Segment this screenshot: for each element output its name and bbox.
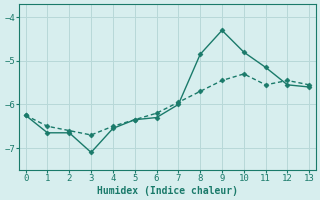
X-axis label: Humidex (Indice chaleur): Humidex (Indice chaleur): [97, 186, 238, 196]
